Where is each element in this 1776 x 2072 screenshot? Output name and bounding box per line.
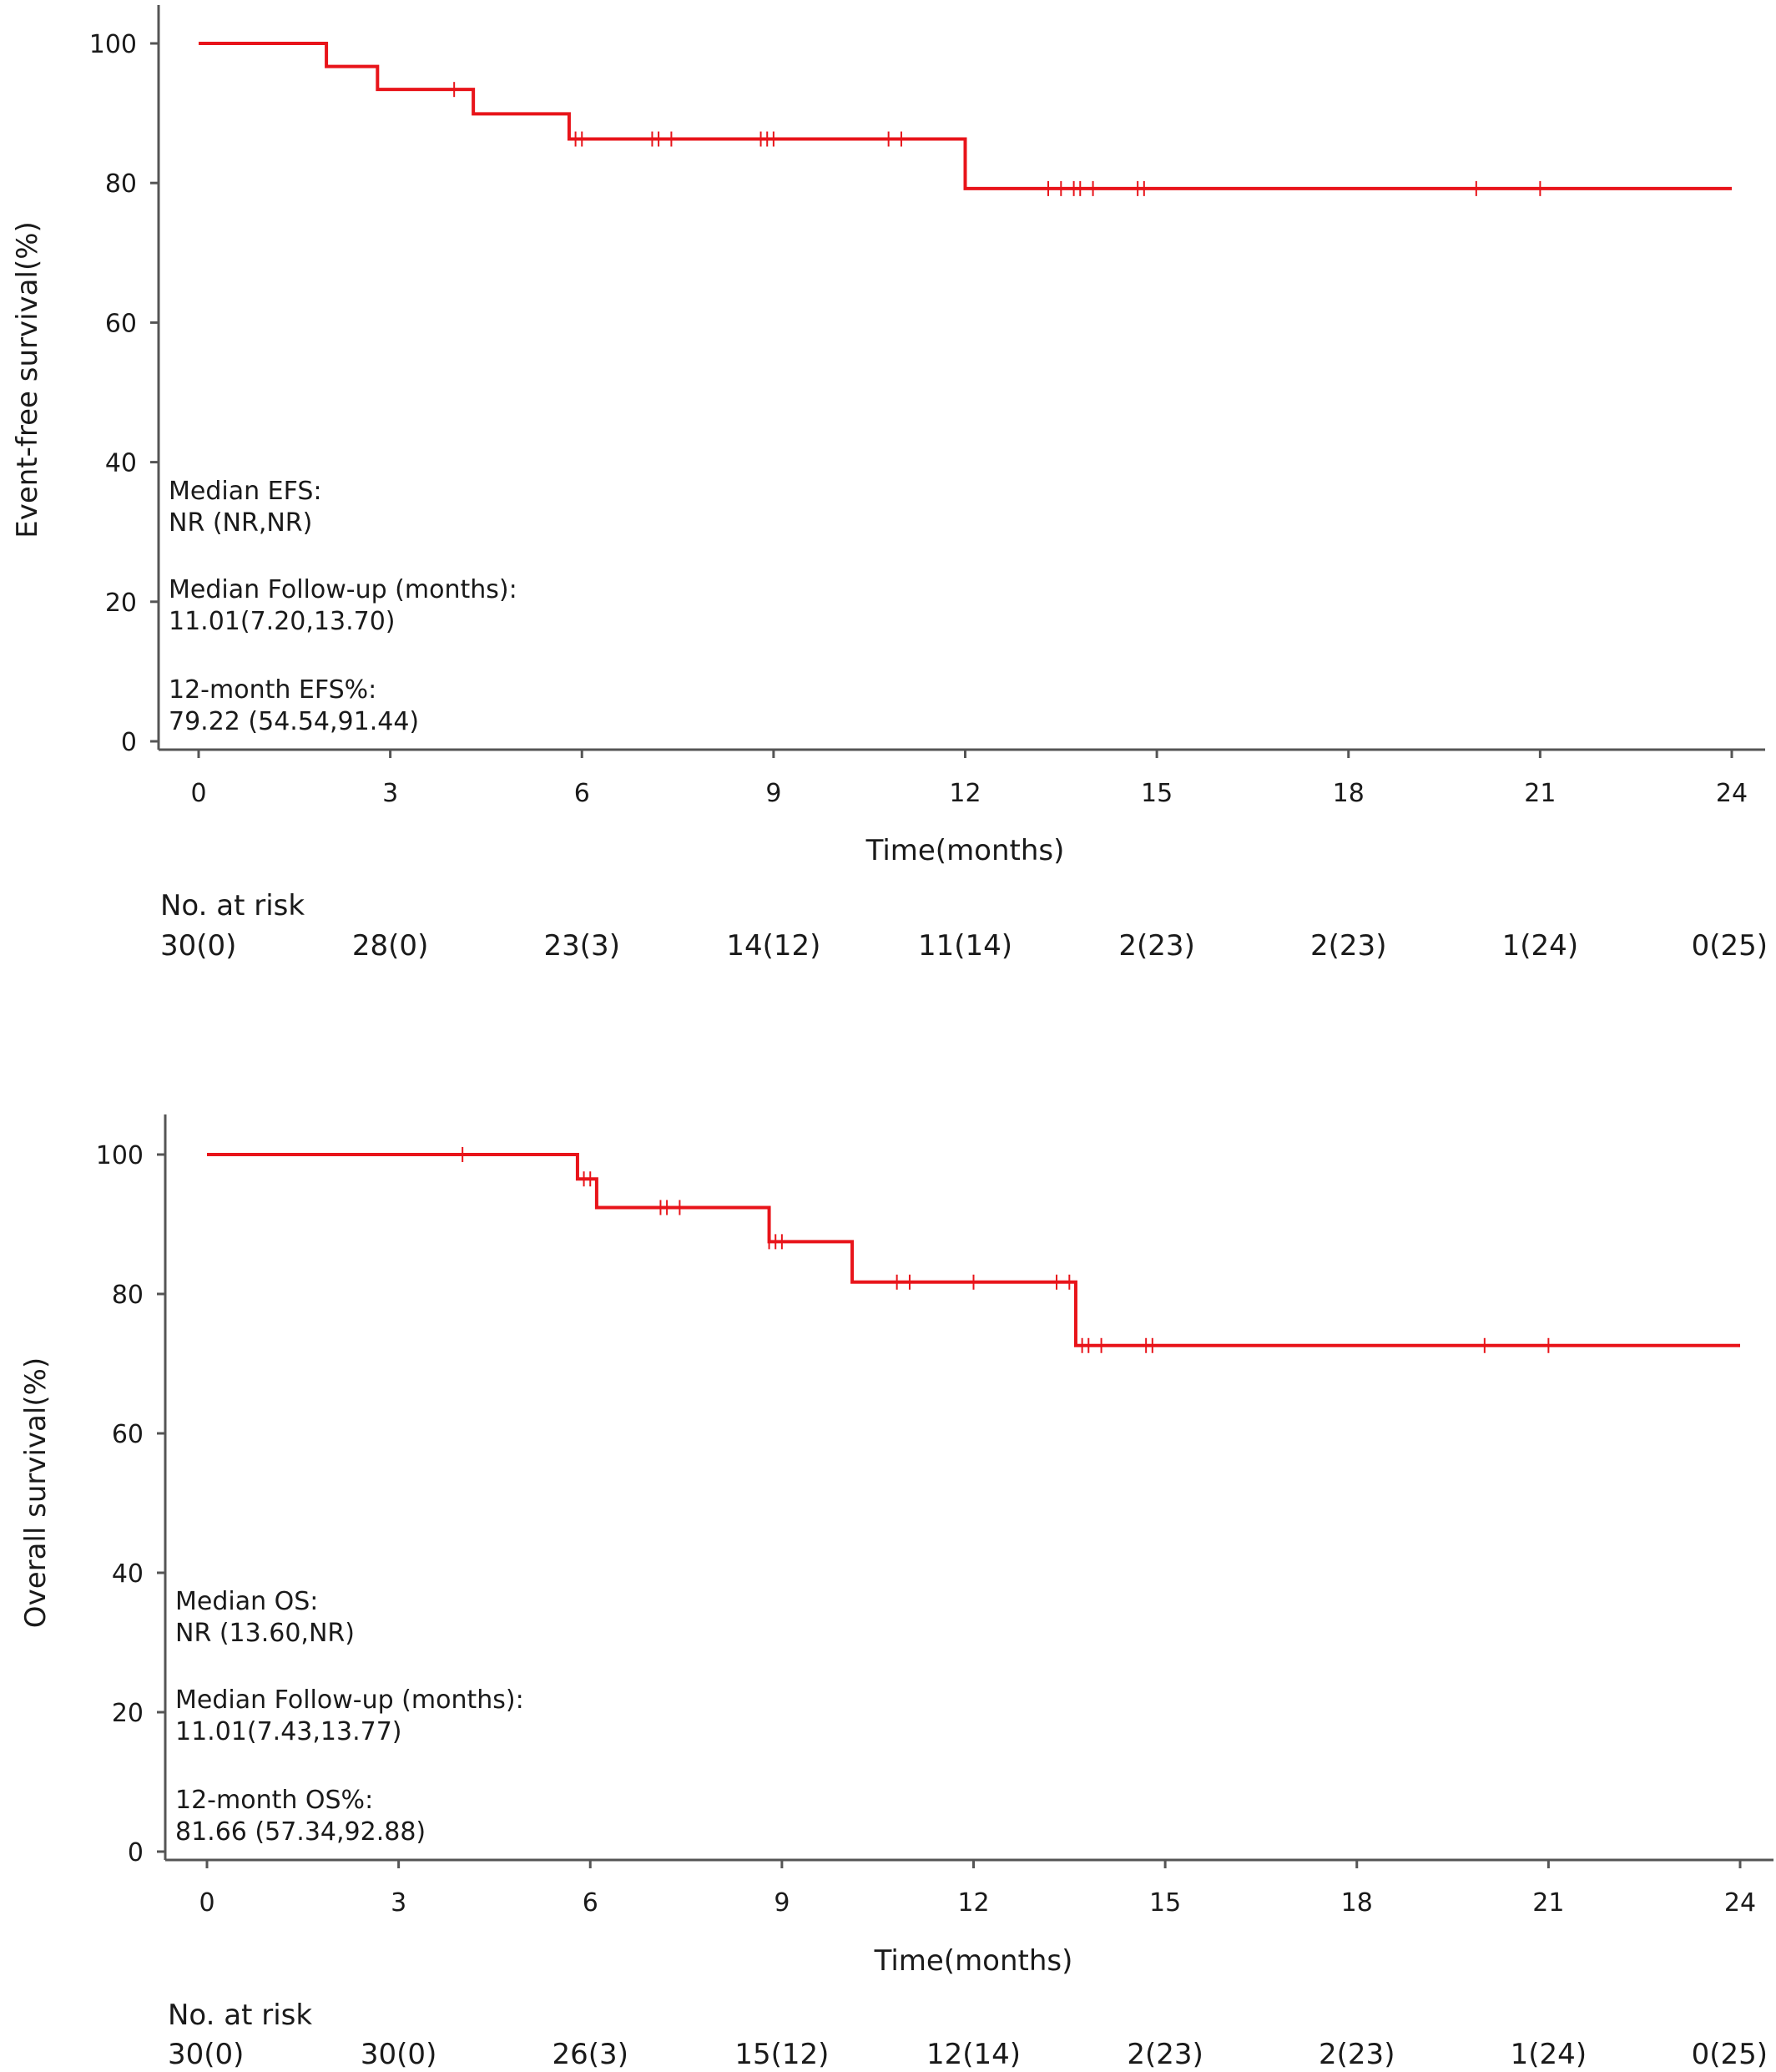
- km-panel-1: 0 20 40 60 80 100 0 3 6 9 12 15 18 21 24 Time(months) Ev…: [11, 5, 1768, 963]
- y-tick-label: 60: [105, 309, 137, 338]
- risk-table-value: 30(0): [168, 2038, 244, 2071]
- y-tick-label: 20: [112, 1699, 144, 1728]
- risk-table-value: 26(3): [552, 2038, 628, 2071]
- risk-table-value: 2(23): [1118, 929, 1194, 963]
- y-tick-label: 0: [121, 728, 137, 757]
- x-tick-label: 9: [765, 779, 781, 808]
- risk-table-title: No. at risk: [160, 889, 305, 922]
- y-tick-label: 80: [105, 169, 137, 199]
- y-tick-label: 20: [105, 589, 137, 618]
- annotation-line: 11.01(7.20,13.70): [169, 607, 396, 636]
- risk-table-value: 0(25): [1692, 2038, 1768, 2071]
- annotation-line: 12-month EFS%:: [169, 675, 376, 705]
- y-tick-label: 100: [96, 1141, 144, 1170]
- x-tick-label: 12: [949, 779, 981, 808]
- x-tick-label: 18: [1341, 1888, 1373, 1918]
- risk-table-value: 23(3): [544, 929, 620, 963]
- x-tick-label: 24: [1724, 1888, 1756, 1918]
- risk-table-value: 30(0): [160, 929, 236, 963]
- x-tick-label: 6: [583, 1888, 598, 1918]
- x-axis-title: Time(months): [874, 1944, 1073, 1978]
- risk-table-value: 15(12): [734, 2038, 829, 2071]
- annotation-line: 81.66 (57.34,92.88): [175, 1817, 426, 1847]
- x-tick-label: 12: [957, 1888, 989, 1918]
- annotation-line: Median Follow-up (months):: [169, 575, 517, 604]
- x-tick-label: 21: [1524, 779, 1556, 808]
- x-tick-label: 0: [190, 779, 206, 808]
- annotation-line: 79.22 (54.54,91.44): [169, 707, 419, 736]
- risk-table-value: 11(14): [918, 929, 1012, 963]
- annotation-line: Median Follow-up (months):: [175, 1685, 524, 1715]
- risk-table-title: No. at risk: [168, 1999, 312, 2032]
- y-tick-label: 60: [112, 1420, 144, 1449]
- x-tick-label: 3: [382, 779, 398, 808]
- x-tick-label: 15: [1149, 1888, 1181, 1918]
- risk-table-value: 0(25): [1692, 929, 1768, 963]
- risk-table-value: 2(23): [1310, 929, 1386, 963]
- y-axis-title: Event-free survival(%): [11, 221, 44, 538]
- x-tick-label: 15: [1141, 779, 1173, 808]
- x-tick-label: 6: [574, 779, 590, 808]
- risk-table-value: 14(12): [726, 929, 820, 963]
- x-tick-label: 18: [1333, 779, 1365, 808]
- annotation-line: NR (NR,NR): [169, 508, 312, 538]
- annotation-line: 11.01(7.43,13.77): [175, 1717, 402, 1746]
- y-axis-title: Overall survival(%): [19, 1357, 53, 1628]
- x-tick-label: 0: [199, 1888, 214, 1918]
- annotation-line: Median EFS:: [169, 477, 322, 506]
- y-tick-label: 100: [89, 30, 137, 59]
- km-curve-line: [207, 1153, 1740, 1347]
- km-curve-line: [199, 42, 1732, 190]
- km-panel-2: 0 20 40 60 80 100 0 3 6 9 12 15 18 21 24 Time(months) Ov…: [19, 1114, 1773, 2071]
- y-tick-label: 0: [128, 1838, 144, 1867]
- y-tick-label: 80: [112, 1281, 144, 1310]
- risk-table-value: 30(0): [361, 2038, 436, 2071]
- x-tick-label: 9: [774, 1888, 790, 1918]
- y-tick-label: 40: [112, 1559, 144, 1589]
- risk-table-value: 28(0): [352, 929, 428, 963]
- risk-table-value: 2(23): [1319, 2038, 1395, 2071]
- y-tick-label: 40: [105, 449, 137, 478]
- risk-table-value: 12(14): [926, 2038, 1021, 2071]
- x-tick-label: 3: [391, 1888, 406, 1918]
- risk-table-value: 1(24): [1502, 929, 1578, 963]
- annotation-line: 12-month OS%:: [175, 1786, 373, 1815]
- x-axis-title: Time(months): [865, 834, 1065, 867]
- x-tick-label: 21: [1532, 1888, 1564, 1918]
- annotation-line: NR (13.60,NR): [175, 1619, 355, 1648]
- x-tick-label: 24: [1716, 779, 1748, 808]
- annotation-line: Median OS:: [175, 1587, 318, 1616]
- risk-table-value: 2(23): [1127, 2038, 1203, 2071]
- risk-table-value: 1(24): [1511, 2038, 1587, 2071]
